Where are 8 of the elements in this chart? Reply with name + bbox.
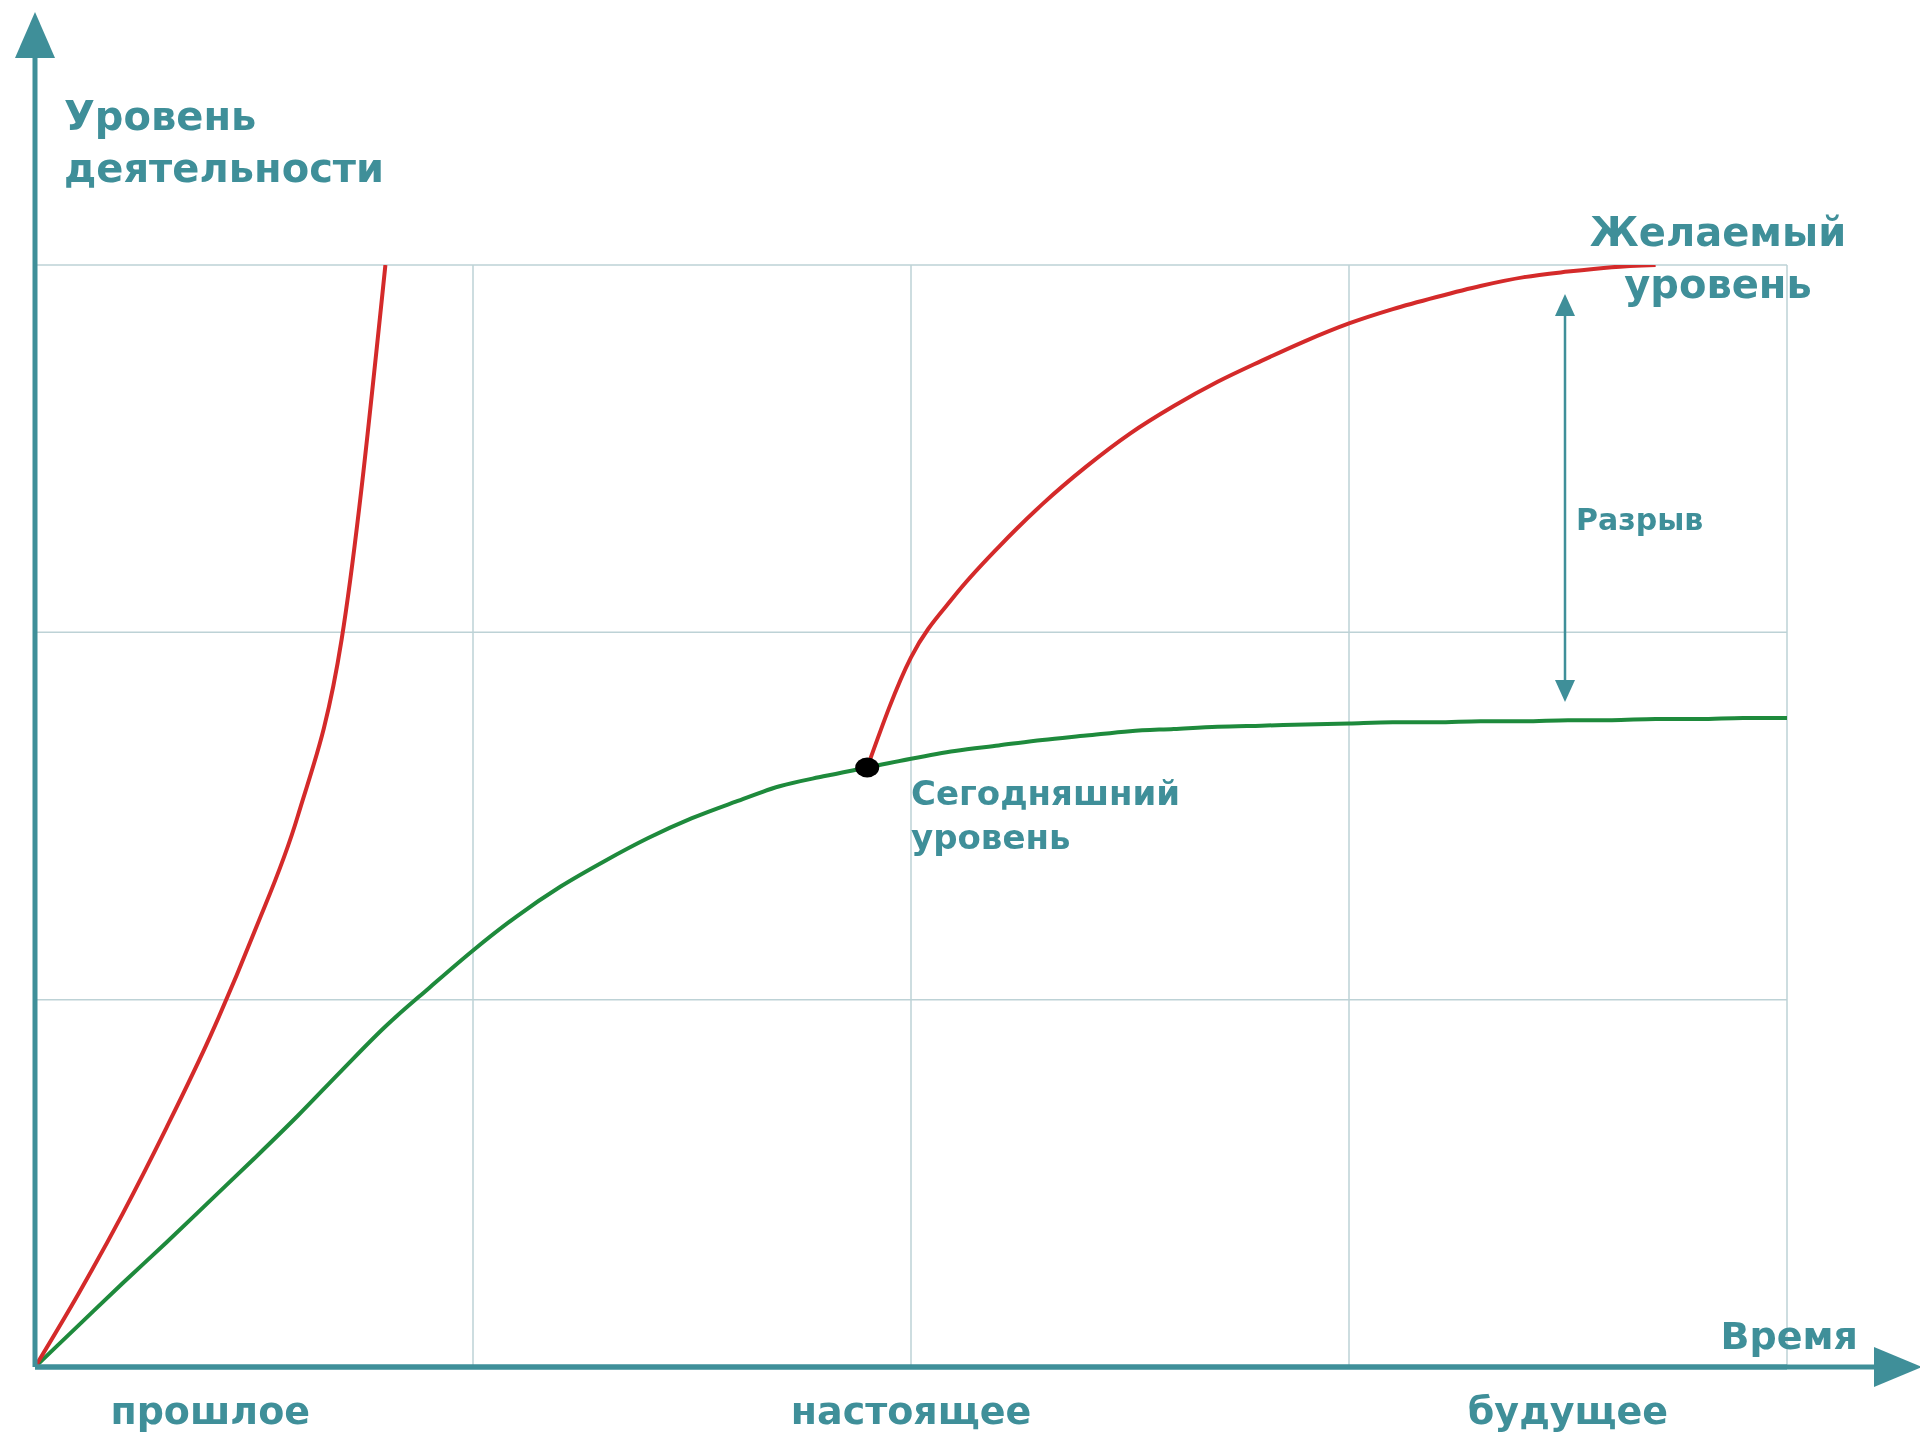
y-axis-title: Уровень деятельности xyxy=(64,93,385,191)
annotation: Сегодняшний уровень xyxy=(911,773,1181,858)
x-axis-title: Время xyxy=(1720,1314,1858,1358)
x-tick-label: будущее xyxy=(1467,1388,1669,1433)
x-tick-label: настоящее xyxy=(790,1388,1032,1433)
annotation: Желаемый уровень xyxy=(1589,209,1847,307)
x-tick-label: прошлое xyxy=(110,1388,311,1433)
annotation: Разрыв xyxy=(1576,502,1704,537)
